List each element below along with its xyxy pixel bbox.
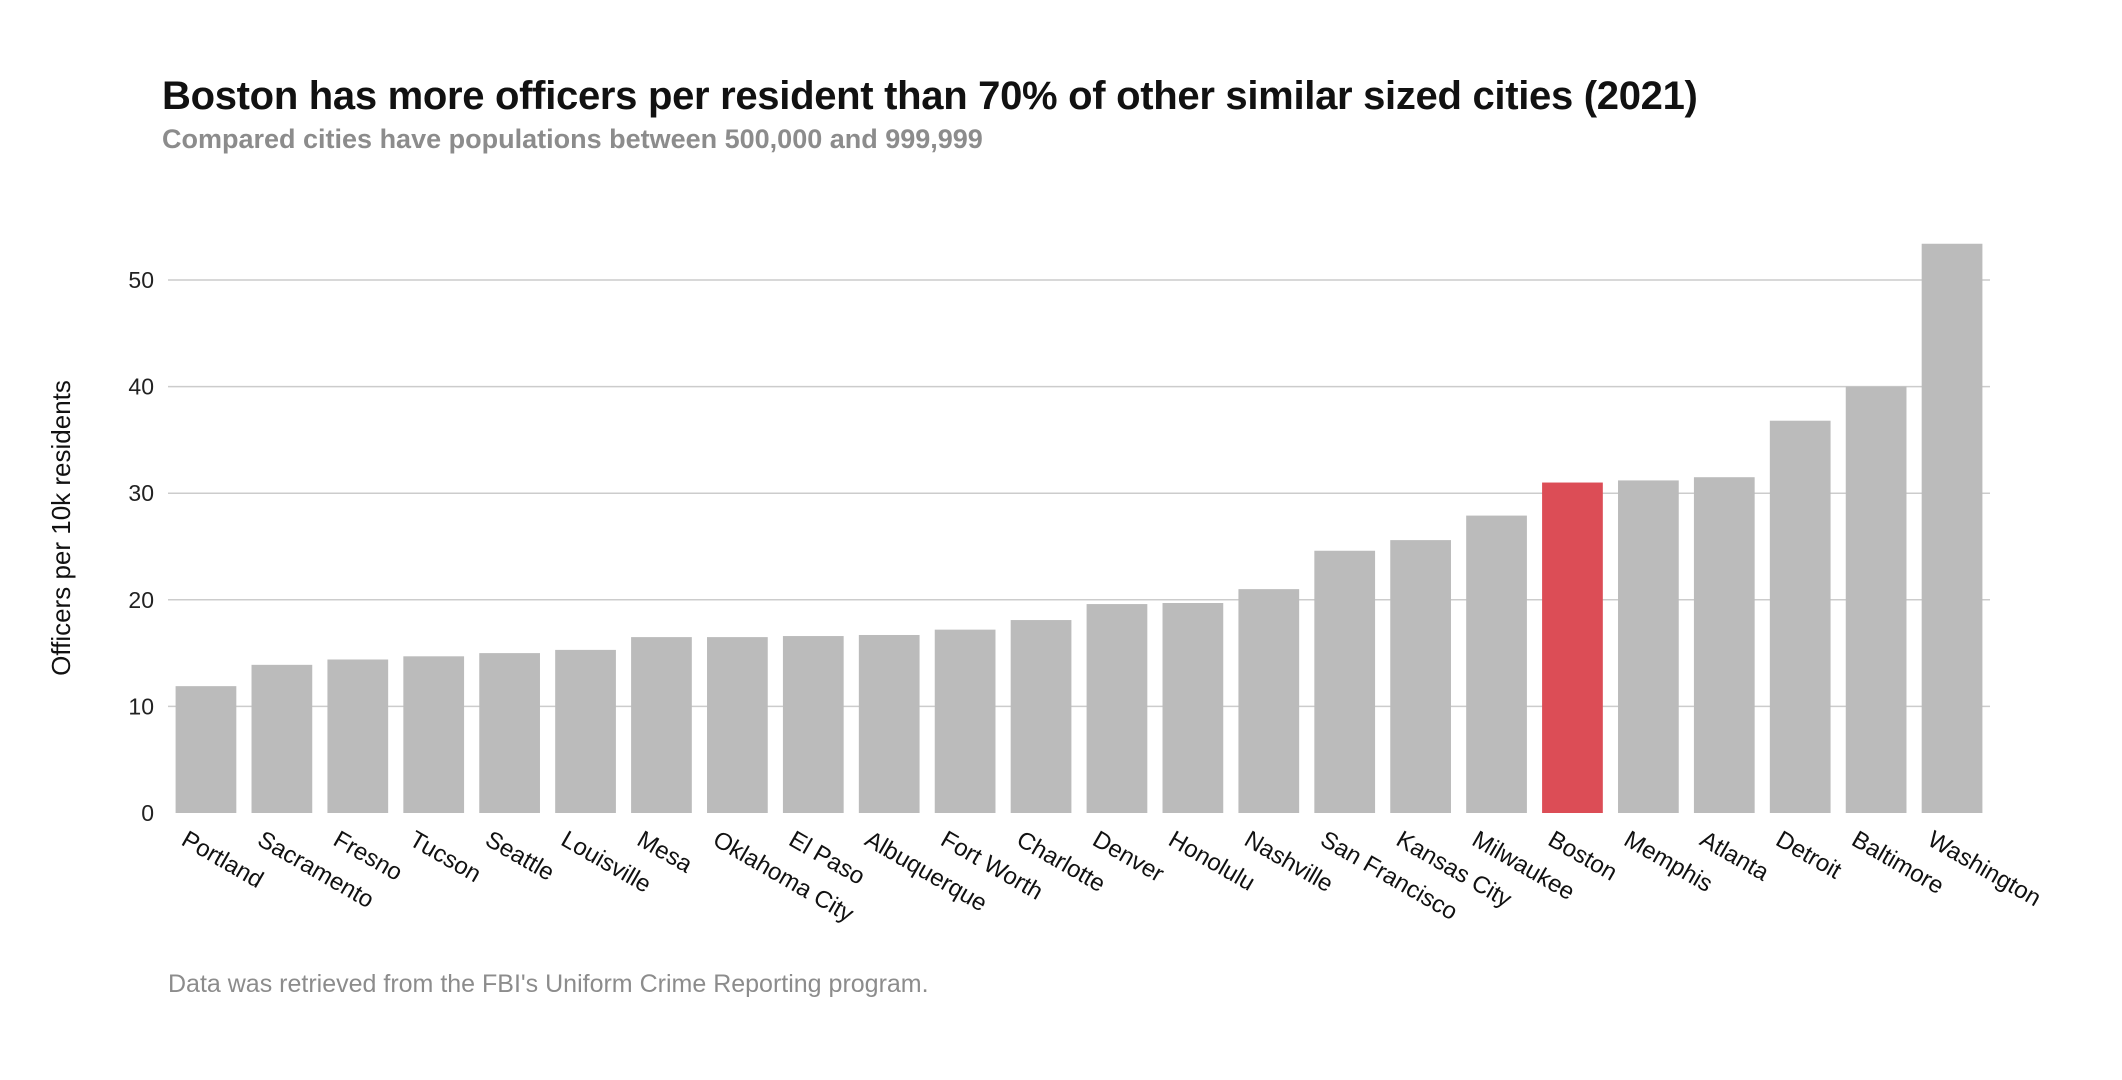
bar: [1162, 603, 1224, 813]
chart-subtitle: Compared cities have populations between…: [162, 124, 983, 154]
bar: [1769, 420, 1831, 813]
y-tick-label: 40: [128, 374, 154, 400]
y-tick-label: 10: [128, 693, 154, 719]
source-note: Data was retrieved from the FBI's Unifor…: [168, 970, 929, 998]
y-axis-title: Officers per 10k residents: [46, 380, 76, 676]
category-label: Washington: [1923, 826, 2045, 912]
category-labels: PortlandSacramentoFresnoTucsonSeattleLou…: [177, 826, 2046, 928]
bar: [1845, 386, 1907, 813]
bar: [479, 653, 540, 813]
y-tick-labels: 0 10 20 30 40 50: [128, 267, 154, 826]
y-tick-label: 20: [128, 587, 154, 613]
bar: [175, 686, 237, 813]
category-label: Tucson: [405, 826, 486, 888]
bar: [1390, 540, 1451, 813]
bar: [1693, 477, 1755, 813]
bar: [327, 659, 389, 813]
y-tick-label: 50: [128, 267, 154, 293]
category-label: Portland: [177, 826, 268, 894]
gridlines: [168, 279, 1990, 708]
bar: [1466, 515, 1527, 813]
bar: [1921, 243, 1983, 813]
y-tick-label: 30: [128, 480, 154, 506]
bar: [934, 629, 996, 813]
bar: [1086, 604, 1148, 813]
bar: [1238, 589, 1300, 813]
bar: [1618, 480, 1679, 813]
bars: [175, 243, 1983, 813]
bar: [1314, 550, 1376, 813]
category-label: Detroit: [1771, 826, 1846, 885]
bar: [555, 649, 616, 813]
bar: [707, 637, 768, 813]
y-tick-label: 0: [141, 800, 154, 826]
category-label: Seattle: [481, 826, 559, 887]
bar-highlighted: [1542, 482, 1603, 813]
bar: [403, 656, 465, 813]
category-label: Honolulu: [1164, 826, 1260, 897]
chart-title: Boston has more officers per resident th…: [162, 74, 1698, 118]
bar: [251, 664, 313, 813]
bar: [631, 637, 692, 813]
bar: [782, 636, 844, 813]
bar: [858, 634, 920, 813]
bar: [1010, 620, 1072, 813]
